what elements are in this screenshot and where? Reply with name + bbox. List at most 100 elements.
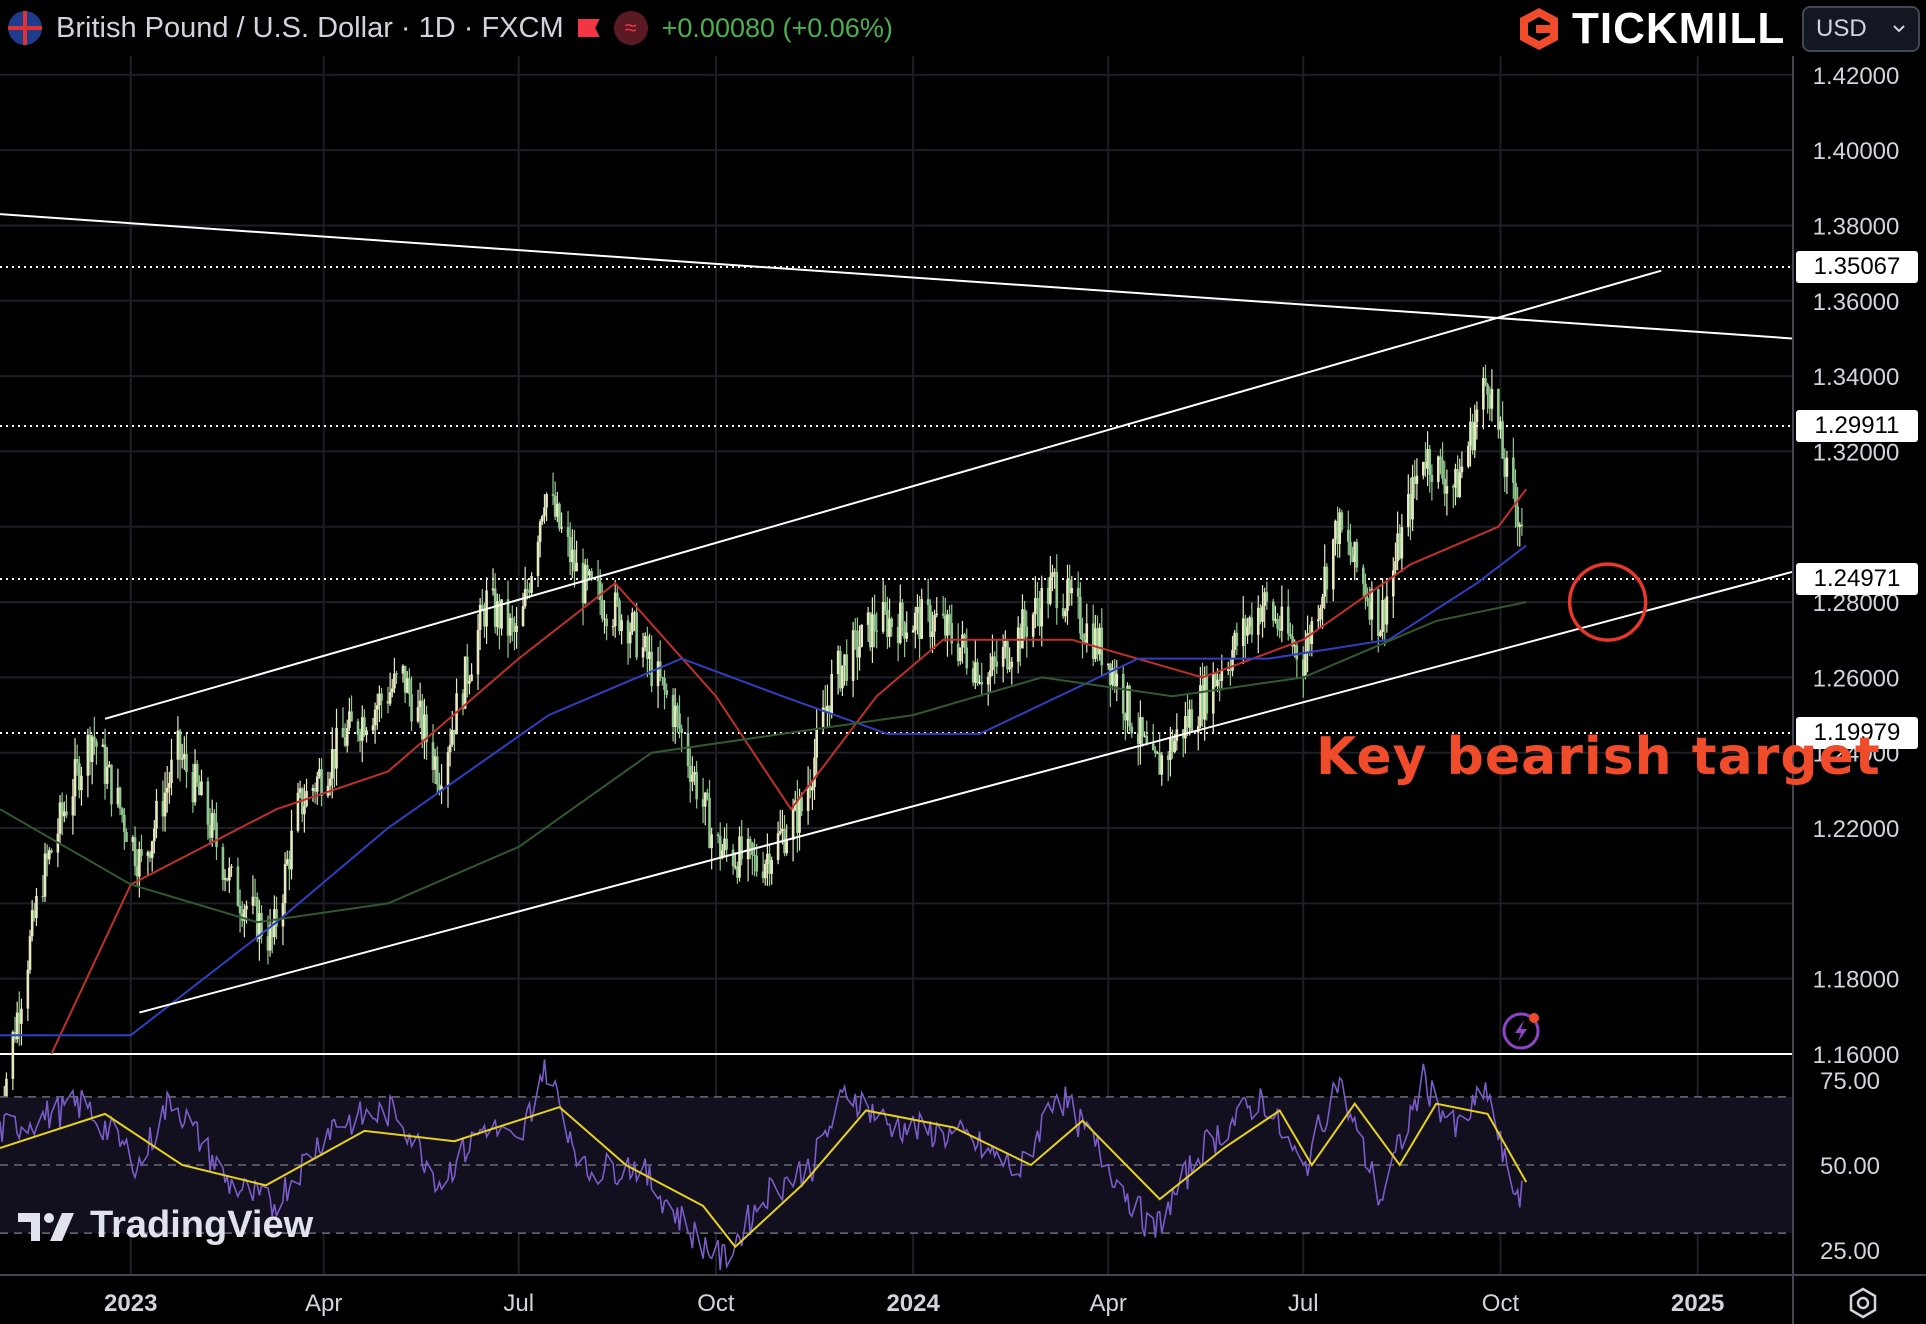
candle-body [461,693,465,709]
candle-body [425,714,428,743]
candle-body [223,878,227,880]
candle-body [470,674,473,681]
candle-body [206,781,210,825]
candle-body [1497,388,1500,430]
x-tick-label: 2023 [104,1290,157,1317]
gear-icon[interactable] [1846,1286,1880,1320]
candle-body [515,625,518,632]
candle-body [1203,675,1206,720]
candle-body [103,744,107,784]
candle-body [553,495,557,517]
flag-marker-icon[interactable] [577,19,600,37]
candle-body [1351,555,1354,562]
candle-body [601,599,604,619]
candle-body [581,562,585,604]
candle-body [1169,737,1172,760]
candle-body [1383,599,1387,625]
moving-average-ma_slow [0,601,1527,924]
candle-body [1248,617,1251,627]
candle-body [851,630,855,681]
x-tick-label: 2025 [1671,1290,1724,1317]
y-tick-label: 1.32000 [1813,439,1900,466]
candle-body [986,676,990,685]
candle-body [1503,458,1507,477]
candle-body [1004,641,1007,648]
candle-body [288,859,291,870]
symbol-title[interactable]: British Pound / U.S. Dollar · 1D · FXCM [56,11,564,44]
candle-body [313,787,317,792]
x-tick-label: 2024 [886,1290,940,1317]
candle-body [298,788,302,793]
candle-body [493,588,497,627]
level-label-2: 1.29911 [1796,410,1918,442]
candle-body [395,673,398,675]
candle-body [1010,661,1014,668]
indicator-wave-icon[interactable]: ≈ [613,11,648,45]
candle-body [48,850,51,860]
candle-body [1055,572,1059,609]
brand-name: TICKMILL [1572,4,1786,53]
candle-body [845,654,848,681]
candle-body [1083,640,1086,644]
candle-body [558,503,561,529]
candle-body [498,601,501,629]
annotation-label: Key bearish target [1316,727,1881,787]
candle-body [1426,449,1429,469]
candle-body [150,841,154,858]
candle-body [618,600,621,632]
candle-body [753,855,756,857]
candle-body [950,623,954,644]
candle-body [418,700,422,708]
candle-body [706,792,709,798]
candle-body [736,866,739,878]
moving-average-ma_fast [50,488,1528,1055]
candle-body [901,602,904,623]
x-tick-label: Jul [1288,1290,1319,1317]
candle-body [598,581,602,600]
candle-body [1379,632,1382,636]
candle-body [755,855,758,872]
candle-body [1023,609,1026,627]
candle-body [468,680,471,684]
candle-body [253,896,257,898]
candle-body [1205,675,1209,714]
candle-body [500,599,503,629]
candle-body [961,634,964,648]
candle-body [1250,617,1254,635]
candle-body [1501,421,1504,459]
candle-body [363,717,366,736]
candle-body [450,730,454,745]
candle-body [275,909,278,927]
trendline [139,570,1793,1014]
candle-body [828,705,831,715]
candle-body [871,614,874,648]
candle-body [926,599,930,605]
candle-body [125,832,128,843]
candle-body [45,853,49,860]
candle-body [1452,486,1455,488]
candle-body [1376,589,1380,636]
candle-body [5,1078,8,1106]
candle-body [1319,608,1322,620]
candle-body [811,787,814,791]
candle-body [290,830,293,870]
candle-body [586,564,589,576]
bolt-icon[interactable] [1502,1010,1542,1050]
candle-body [375,705,379,710]
candle-body [768,853,771,874]
candle-body [1173,740,1176,753]
candle-body [1368,601,1372,620]
candle-body [1141,717,1144,736]
currency-select[interactable]: USD [1802,6,1920,52]
candle-body [341,727,345,738]
candle-body [228,867,231,881]
candle-body [1265,592,1269,602]
level-label-1: 1.35067 [1796,251,1918,283]
candle-body [888,618,891,637]
candle-body [1411,477,1414,520]
candle-body [1407,494,1410,528]
candle-body [703,792,707,807]
candle-body [1016,627,1020,662]
candle-body [405,678,409,693]
